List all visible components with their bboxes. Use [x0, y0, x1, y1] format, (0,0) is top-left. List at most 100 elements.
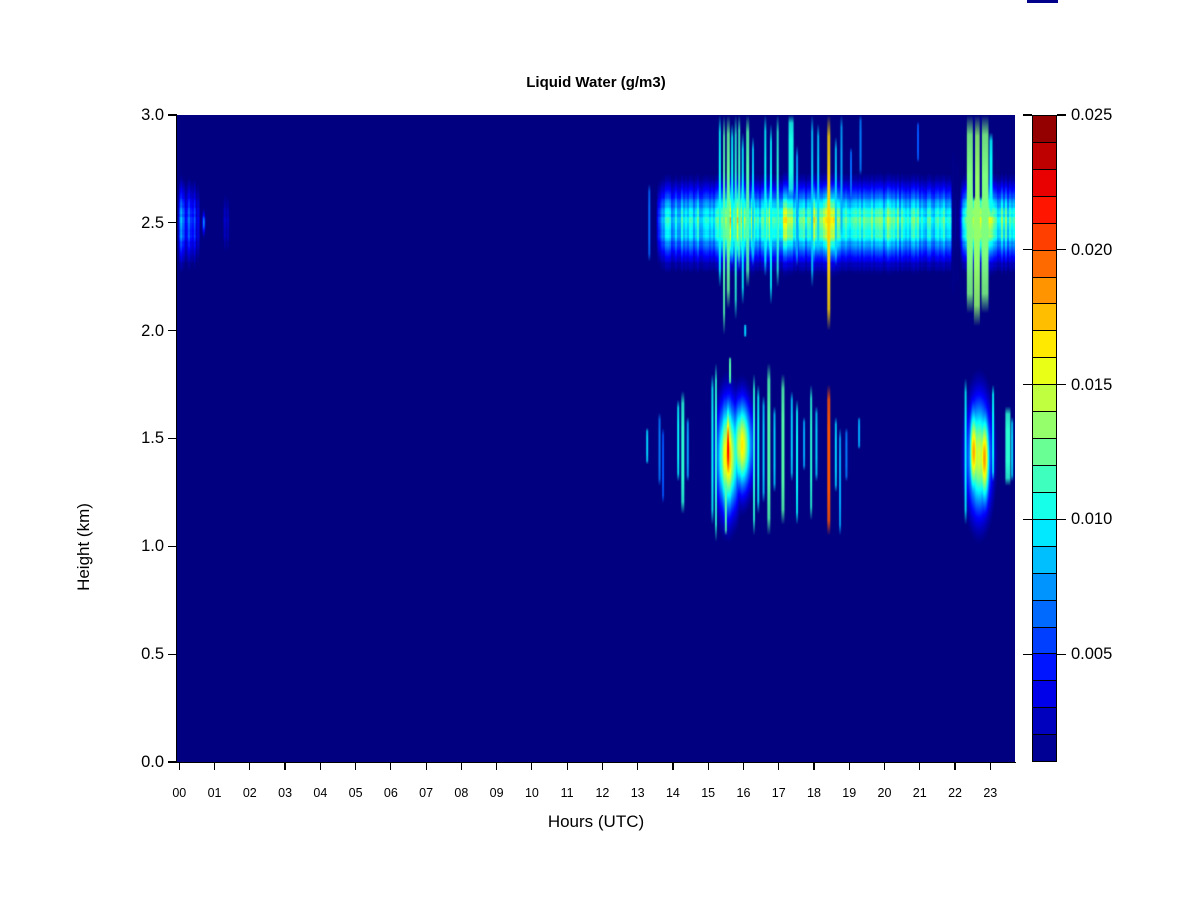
top-edge-artifact: [1027, 0, 1058, 3]
colorbar-tick-mark-right: [1057, 114, 1066, 116]
y-tick-label: 0.0: [141, 753, 164, 771]
colorbar-cell: [1033, 357, 1056, 385]
x-tick-mark: [390, 762, 392, 770]
x-tick-label: 17: [771, 786, 786, 800]
x-tick-label: 03: [278, 786, 293, 800]
x-tick-label: 21: [912, 786, 927, 800]
y-tick-mark: [168, 653, 177, 655]
x-tick-mark: [319, 762, 321, 770]
y-tick-label: 2.5: [141, 213, 164, 232]
colorbar-tick-label: 0.020: [1071, 240, 1113, 259]
y-axis-title: Height (km): [74, 503, 93, 591]
y-tick-mark: [168, 437, 177, 440]
x-tick-mark: [848, 762, 850, 770]
y-tick-mark: [168, 114, 177, 116]
colorbar-cell: [1033, 518, 1056, 546]
y-tick-label: 1.0: [141, 537, 164, 556]
x-tick-mark: [742, 762, 745, 770]
x-tick-mark: [707, 762, 709, 770]
x-tick-mark: [672, 762, 674, 770]
x-tick-label: 23: [983, 786, 998, 800]
x-tick-label: 08: [454, 786, 469, 800]
colorbar-cell: [1033, 276, 1056, 304]
plot-title: Liquid Water (g/m3): [526, 74, 666, 91]
x-tick-mark: [601, 762, 603, 770]
x-tick-mark: [460, 762, 462, 770]
x-tick-label: 22: [948, 786, 962, 800]
x-tick-label: 12: [595, 786, 610, 800]
x-tick-label: 11: [560, 786, 574, 800]
x-axis-line: [176, 761, 1016, 763]
colorbar-cell: [1033, 734, 1056, 762]
x-tick-mark: [989, 762, 991, 770]
y-tick-mark: [168, 761, 177, 763]
colorbar-cell: [1033, 545, 1056, 573]
colorbar-tick-mark-left: [1023, 653, 1032, 655]
y-tick-label: 2.0: [141, 321, 164, 340]
colorbar-tick-mark-right: [1057, 383, 1066, 386]
colorbar-tick-mark-left: [1023, 114, 1032, 116]
x-axis-title: Hours (UTC): [547, 812, 645, 831]
colorbar-cell: [1033, 626, 1056, 654]
y-tick-mark: [168, 330, 177, 332]
x-tick-label: 00: [172, 786, 187, 800]
heatmap-canvas: [177, 115, 1015, 762]
colorbar-cell: [1033, 464, 1056, 492]
x-tick-mark: [355, 762, 357, 770]
colorbar-tick-mark-right: [1057, 249, 1066, 251]
y-tick-label: 1.5: [141, 429, 164, 448]
x-tick-mark: [178, 762, 180, 770]
x-tick-mark: [249, 762, 251, 770]
x-tick-label: 05: [348, 786, 363, 800]
x-tick-label: 07: [419, 786, 434, 800]
colorbar-tick-label: 0.005: [1071, 645, 1113, 664]
colorbar-cell: [1033, 249, 1056, 277]
x-tick-label: 04: [313, 786, 328, 800]
colorbar-tick-mark-left: [1023, 383, 1032, 386]
x-tick-mark: [637, 762, 639, 770]
colorbar-cell: [1033, 572, 1056, 600]
x-tick-label: 10: [524, 786, 539, 800]
colorbar-tick-label: 0.015: [1071, 375, 1113, 394]
y-tick-mark: [168, 545, 177, 547]
x-tick-mark: [213, 762, 216, 770]
colorbar-cell: [1033, 141, 1056, 169]
x-tick-label: 09: [489, 786, 504, 800]
x-tick-label: 14: [665, 786, 680, 800]
x-tick-mark: [531, 762, 533, 770]
colorbar-tick-mark-right: [1057, 653, 1066, 655]
x-tick-mark: [496, 762, 498, 770]
colorbar-tick-mark-left: [1023, 249, 1032, 251]
x-tick-label: 20: [877, 786, 892, 800]
colorbar-tick-mark-right: [1057, 518, 1066, 520]
colorbar-cell: [1033, 491, 1056, 519]
colorbar-cell: [1033, 680, 1056, 708]
colorbar-cell: [1033, 168, 1056, 196]
colorbar-tick-label: 0.025: [1071, 106, 1113, 124]
x-tick-mark: [566, 762, 568, 770]
colorbar-tick-label: 0.010: [1071, 510, 1113, 529]
x-tick-label: 15: [701, 786, 716, 800]
colorbar-cell: [1033, 330, 1056, 358]
colorbar-tick-mark-left: [1023, 518, 1032, 520]
colorbar-cell: [1033, 707, 1056, 735]
x-tick-mark: [425, 762, 427, 770]
y-tick-label: 0.5: [141, 645, 164, 664]
x-tick-mark: [813, 762, 815, 770]
x-tick-label: 16: [736, 786, 751, 800]
colorbar-cell: [1033, 222, 1056, 250]
colorbar-cell: [1033, 195, 1056, 223]
x-tick-mark: [778, 762, 780, 770]
x-tick-mark: [284, 762, 286, 770]
colorbar-cell: [1033, 384, 1056, 412]
colorbar: [1032, 115, 1057, 762]
y-tick-mark: [168, 222, 177, 224]
x-tick-label: 02: [242, 786, 257, 800]
colorbar-cell: [1033, 599, 1056, 627]
x-tick-label: 01: [207, 786, 222, 800]
x-tick-mark: [954, 762, 956, 770]
colorbar-cell: [1033, 653, 1056, 681]
colorbar-cell: [1033, 303, 1056, 331]
x-tick-mark: [883, 762, 886, 770]
